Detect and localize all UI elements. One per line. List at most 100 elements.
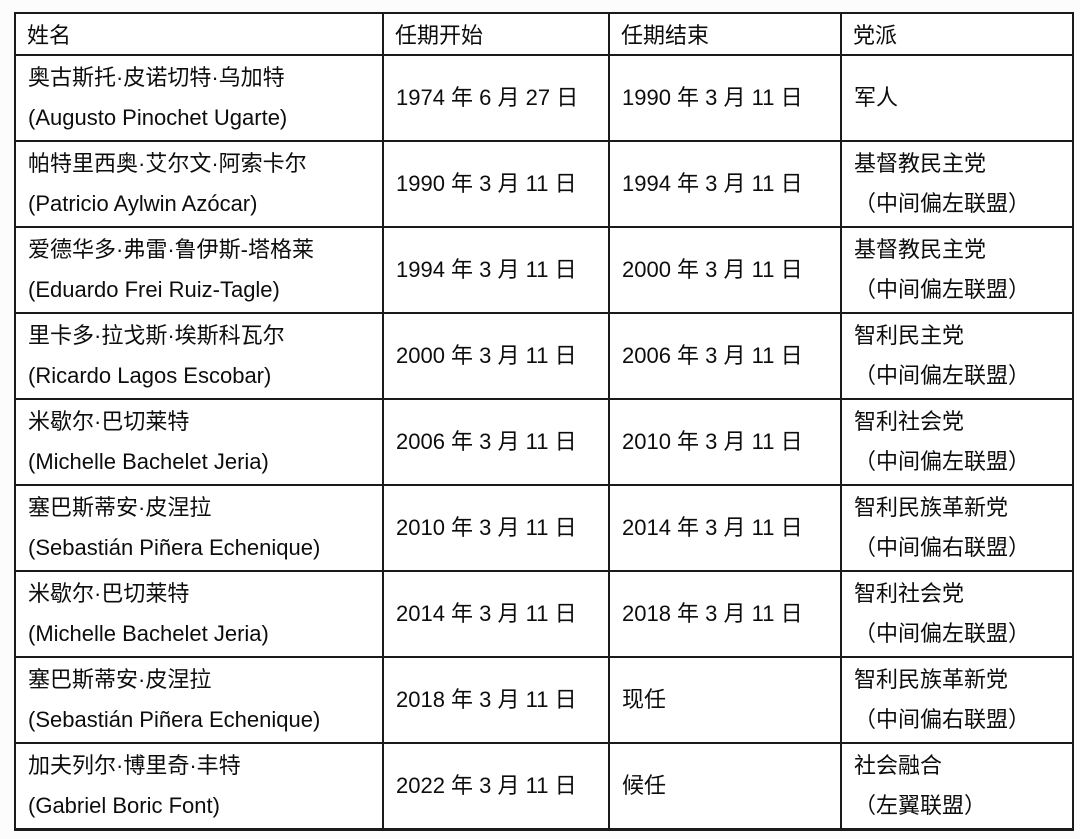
cell-name: 奥古斯托·皮诺切特·乌加特 (Augusto Pinochet Ugarte) [14,54,384,142]
table-row: 米歇尔·巴切莱特 (Michelle Bachelet Jeria) 2014 … [14,570,1074,658]
term-end-date: 1994 年 3 月 11 日 [622,171,803,196]
party-coalition: （中间偏左联盟） [854,449,1031,474]
cell-party: 智利社会党 （中间偏左联盟） [840,398,1074,486]
term-start-date: 2018 年 3 月 11 日 [396,687,577,712]
column-header-term-end: 任期结束 [608,12,842,56]
president-name-zh: 爱德华多·弗雷·鲁伊斯-塔格莱 [28,237,314,262]
term-start-date: 1974 年 6 月 27 日 [396,85,579,110]
cell-name: 米歇尔·巴切莱特 (Michelle Bachelet Jeria) [14,570,384,658]
term-end-date: 2010 年 3 月 11 日 [622,429,803,454]
cell-term-end: 现任 [608,656,842,744]
party-coalition: （中间偏右联盟） [854,535,1031,560]
term-end-date: 1990 年 3 月 11 日 [622,85,803,110]
party-coalition: （中间偏右联盟） [854,707,1031,732]
cell-party: 基督教民主党 （中间偏左联盟） [840,226,1074,314]
cell-term-end: 2010 年 3 月 11 日 [608,398,842,486]
cell-name: 米歇尔·巴切莱特 (Michelle Bachelet Jeria) [14,398,384,486]
cell-term-start: 2018 年 3 月 11 日 [382,656,610,744]
cell-party: 军人 [840,54,1074,142]
cell-name: 加夫列尔·博里奇·丰特 (Gabriel Boric Font) [14,742,384,831]
cell-name: 塞巴斯蒂安·皮涅拉 (Sebastián Piñera Echenique) [14,484,384,572]
president-name-zh: 加夫列尔·博里奇·丰特 [28,753,241,778]
party-name: 智利民族革新党 [854,495,1009,520]
table-header: 姓名 任期开始 任期结束 党派 [14,12,1074,56]
term-start-date: 2014 年 3 月 11 日 [396,601,577,626]
president-name-zh: 米歇尔·巴切莱特 [28,409,190,434]
table-row: 塞巴斯蒂安·皮涅拉 (Sebastián Piñera Echenique) 2… [14,484,1074,572]
table-row: 加夫列尔·博里奇·丰特 (Gabriel Boric Font) 2022 年 … [14,742,1074,831]
cell-party: 基督教民主党 （中间偏左联盟） [840,140,1074,228]
cell-party: 智利民族革新党 （中间偏右联盟） [840,484,1074,572]
presidents-table: 姓名 任期开始 任期结束 党派 奥古斯托·皮诺切特·乌加特 (Augusto P… [14,12,1074,831]
party-name: 智利民族革新党 [854,667,1009,692]
cell-party: 智利民主党 （中间偏左联盟） [840,312,1074,400]
cell-term-start: 2000 年 3 月 11 日 [382,312,610,400]
president-name-zh: 里卡多·拉戈斯·埃斯科瓦尔 [28,323,285,348]
term-end-date: 2018 年 3 月 11 日 [622,601,803,626]
party-name: 军人 [854,85,899,110]
cell-term-start: 1994 年 3 月 11 日 [382,226,610,314]
term-end-date: 候任 [622,773,667,798]
column-header-term-start: 任期开始 [382,12,610,56]
term-end-date: 现任 [622,687,667,712]
cell-name: 里卡多·拉戈斯·埃斯科瓦尔 (Ricardo Lagos Escobar) [14,312,384,400]
table-row: 里卡多·拉戈斯·埃斯科瓦尔 (Ricardo Lagos Escobar) 20… [14,312,1074,400]
cell-name: 爱德华多·弗雷·鲁伊斯-塔格莱 (Eduardo Frei Ruiz-Tagle… [14,226,384,314]
cell-term-end: 2014 年 3 月 11 日 [608,484,842,572]
cell-term-end: 2006 年 3 月 11 日 [608,312,842,400]
president-name-latin: (Eduardo Frei Ruiz-Tagle) [28,277,280,302]
president-name-zh: 米歇尔·巴切莱特 [28,581,190,606]
president-name-zh: 塞巴斯蒂安·皮涅拉 [28,495,212,520]
president-name-latin: (Gabriel Boric Font) [28,793,220,818]
cell-term-end: 候任 [608,742,842,831]
cell-party: 智利社会党 （中间偏左联盟） [840,570,1074,658]
president-name-zh: 奥古斯托·皮诺切特·乌加特 [28,65,285,90]
cell-term-start: 2010 年 3 月 11 日 [382,484,610,572]
column-header-party: 党派 [840,12,1074,56]
table-row: 米歇尔·巴切莱特 (Michelle Bachelet Jeria) 2006 … [14,398,1074,486]
table-row: 爱德华多·弗雷·鲁伊斯-塔格莱 (Eduardo Frei Ruiz-Tagle… [14,226,1074,314]
president-name-latin: (Michelle Bachelet Jeria) [28,449,269,474]
party-coalition: （中间偏左联盟） [854,277,1031,302]
party-name: 智利社会党 [854,409,965,434]
cell-term-end: 1990 年 3 月 11 日 [608,54,842,142]
term-end-date: 2006 年 3 月 11 日 [622,343,803,368]
cell-name: 帕特里西奥·艾尔文·阿索卡尔 (Patricio Aylwin Azócar) [14,140,384,228]
party-coalition: （中间偏左联盟） [854,191,1031,216]
president-name-latin: (Sebastián Piñera Echenique) [28,707,321,732]
term-start-date: 1994 年 3 月 11 日 [396,257,577,282]
table-row: 塞巴斯蒂安·皮涅拉 (Sebastián Piñera Echenique) 2… [14,656,1074,744]
term-end-date: 2014 年 3 月 11 日 [622,515,803,540]
table-row: 帕特里西奥·艾尔文·阿索卡尔 (Patricio Aylwin Azócar) … [14,140,1074,228]
cell-term-end: 1994 年 3 月 11 日 [608,140,842,228]
president-name-latin: (Michelle Bachelet Jeria) [28,621,269,646]
term-start-date: 2000 年 3 月 11 日 [396,343,577,368]
party-coalition: （中间偏左联盟） [854,363,1031,388]
party-name: 社会融合 [854,753,943,778]
cell-term-start: 1990 年 3 月 11 日 [382,140,610,228]
term-end-date: 2000 年 3 月 11 日 [622,257,803,282]
president-name-latin: (Sebastián Piñera Echenique) [28,535,321,560]
table-row: 奥古斯托·皮诺切特·乌加特 (Augusto Pinochet Ugarte) … [14,54,1074,142]
term-start-date: 2010 年 3 月 11 日 [396,515,577,540]
party-name: 智利社会党 [854,581,965,606]
president-name-zh: 帕特里西奥·艾尔文·阿索卡尔 [28,151,307,176]
cell-name: 塞巴斯蒂安·皮涅拉 (Sebastián Piñera Echenique) [14,656,384,744]
president-name-latin: (Patricio Aylwin Azócar) [28,191,258,216]
party-coalition: （左翼联盟） [854,793,987,818]
table-body: 奥古斯托·皮诺切特·乌加特 (Augusto Pinochet Ugarte) … [14,54,1074,831]
party-name: 基督教民主党 [854,151,987,176]
header-row: 姓名 任期开始 任期结束 党派 [14,12,1074,56]
president-name-zh: 塞巴斯蒂安·皮涅拉 [28,667,212,692]
term-start-date: 2006 年 3 月 11 日 [396,429,577,454]
cell-party: 社会融合 （左翼联盟） [840,742,1074,831]
cell-term-start: 2006 年 3 月 11 日 [382,398,610,486]
cell-term-start: 2022 年 3 月 11 日 [382,742,610,831]
cell-term-start: 1974 年 6 月 27 日 [382,54,610,142]
cell-term-end: 2000 年 3 月 11 日 [608,226,842,314]
president-name-latin: (Augusto Pinochet Ugarte) [28,105,288,130]
party-coalition: （中间偏左联盟） [854,621,1031,646]
term-start-date: 1990 年 3 月 11 日 [396,171,577,196]
column-header-name: 姓名 [14,12,384,56]
